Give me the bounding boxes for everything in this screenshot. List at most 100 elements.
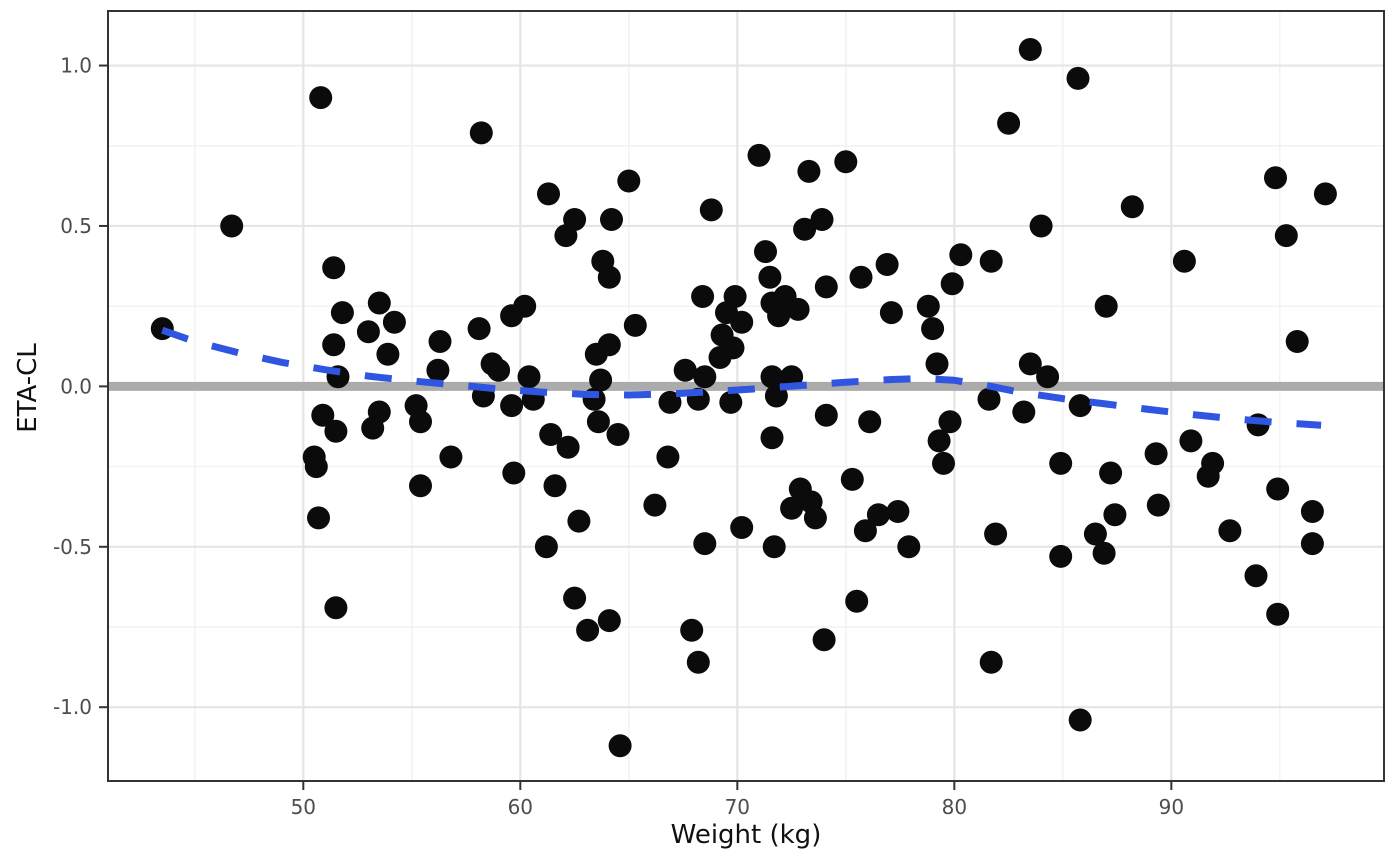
data-point xyxy=(426,358,450,382)
data-point xyxy=(1036,365,1060,389)
data-point xyxy=(428,330,452,353)
data-point xyxy=(539,423,563,446)
data-point xyxy=(693,532,717,556)
data-point xyxy=(812,628,836,652)
x-tick-label: 50 xyxy=(291,795,316,819)
data-point xyxy=(356,320,380,344)
data-point xyxy=(567,509,591,533)
data-point xyxy=(409,410,432,434)
data-point xyxy=(979,650,1003,674)
data-point xyxy=(849,265,873,289)
data-point xyxy=(708,346,732,369)
data-point xyxy=(597,609,621,633)
data-point xyxy=(699,198,723,222)
data-point xyxy=(656,445,680,469)
data-point xyxy=(608,734,632,758)
data-point xyxy=(984,522,1008,546)
data-point xyxy=(1018,352,1042,376)
data-point xyxy=(584,342,608,366)
panel-background xyxy=(108,11,1384,781)
panel-border xyxy=(107,10,1385,782)
data-point xyxy=(1049,451,1073,475)
data-point xyxy=(803,506,827,530)
data-point xyxy=(469,121,493,145)
data-point xyxy=(1049,544,1073,568)
data-point xyxy=(693,365,717,389)
x-axis-title: Weight (kg) xyxy=(670,820,822,850)
data-point xyxy=(949,243,973,267)
x-tick-label: 60 xyxy=(508,795,533,819)
data-point xyxy=(600,208,623,231)
data-point xyxy=(554,224,578,248)
data-point xyxy=(1099,461,1123,485)
data-point xyxy=(1285,330,1309,353)
data-point xyxy=(617,169,641,193)
data-point xyxy=(1012,400,1036,424)
data-point xyxy=(1218,519,1242,543)
y-tick-label: 0.5 xyxy=(60,214,92,238)
data-point xyxy=(623,313,647,337)
data-point xyxy=(1196,464,1220,488)
data-point xyxy=(376,342,400,366)
data-point xyxy=(810,208,834,231)
data-point xyxy=(793,217,817,241)
data-point xyxy=(879,301,903,325)
data-point xyxy=(916,294,940,318)
data-point xyxy=(747,143,771,167)
data-point xyxy=(719,390,743,414)
data-point xyxy=(330,301,354,325)
data-point xyxy=(845,589,869,613)
data-point xyxy=(1068,394,1092,418)
data-point xyxy=(606,423,630,446)
x-tick-label: 80 xyxy=(942,795,967,819)
data-point xyxy=(680,618,704,642)
data-point xyxy=(1120,195,1144,219)
data-point xyxy=(1094,294,1118,318)
data-point xyxy=(309,86,333,110)
data-point xyxy=(597,265,621,289)
data-point xyxy=(691,285,715,308)
data-point xyxy=(658,390,682,414)
data-point xyxy=(760,426,784,450)
data-point xyxy=(220,214,244,238)
data-point xyxy=(1172,249,1196,273)
data-point xyxy=(502,461,526,485)
x-tick-label: 70 xyxy=(725,795,750,819)
data-point xyxy=(563,586,587,610)
data-point xyxy=(977,387,1001,411)
data-point xyxy=(409,474,432,498)
data-point xyxy=(586,410,610,434)
data-point xyxy=(897,535,921,559)
data-point xyxy=(686,650,710,674)
data-point xyxy=(576,618,600,642)
data-point xyxy=(834,150,858,174)
data-point xyxy=(786,297,810,321)
data-point xyxy=(760,365,784,389)
data-point xyxy=(932,451,955,475)
data-point xyxy=(840,467,864,491)
data-point xyxy=(439,445,463,469)
data-point xyxy=(1103,503,1127,527)
y-tick-label: 1.0 xyxy=(60,54,92,78)
data-point xyxy=(814,403,838,427)
data-point xyxy=(537,182,560,206)
data-point xyxy=(1300,532,1324,556)
data-point xyxy=(500,304,524,328)
data-point xyxy=(1083,522,1107,546)
data-point xyxy=(780,496,804,520)
data-point xyxy=(643,493,667,517)
data-point xyxy=(797,159,821,183)
data-point xyxy=(307,506,330,530)
data-point xyxy=(324,596,348,620)
data-point xyxy=(938,410,962,434)
data-point xyxy=(1274,224,1298,248)
data-point xyxy=(543,474,567,498)
y-axis-title: ETA-CL xyxy=(13,343,43,433)
data-point xyxy=(927,429,951,453)
data-point xyxy=(361,416,385,440)
data-point xyxy=(556,435,580,459)
data-point xyxy=(534,535,558,559)
data-point xyxy=(758,265,782,289)
x-tick-label: 90 xyxy=(1159,795,1184,819)
data-point xyxy=(1300,500,1324,523)
